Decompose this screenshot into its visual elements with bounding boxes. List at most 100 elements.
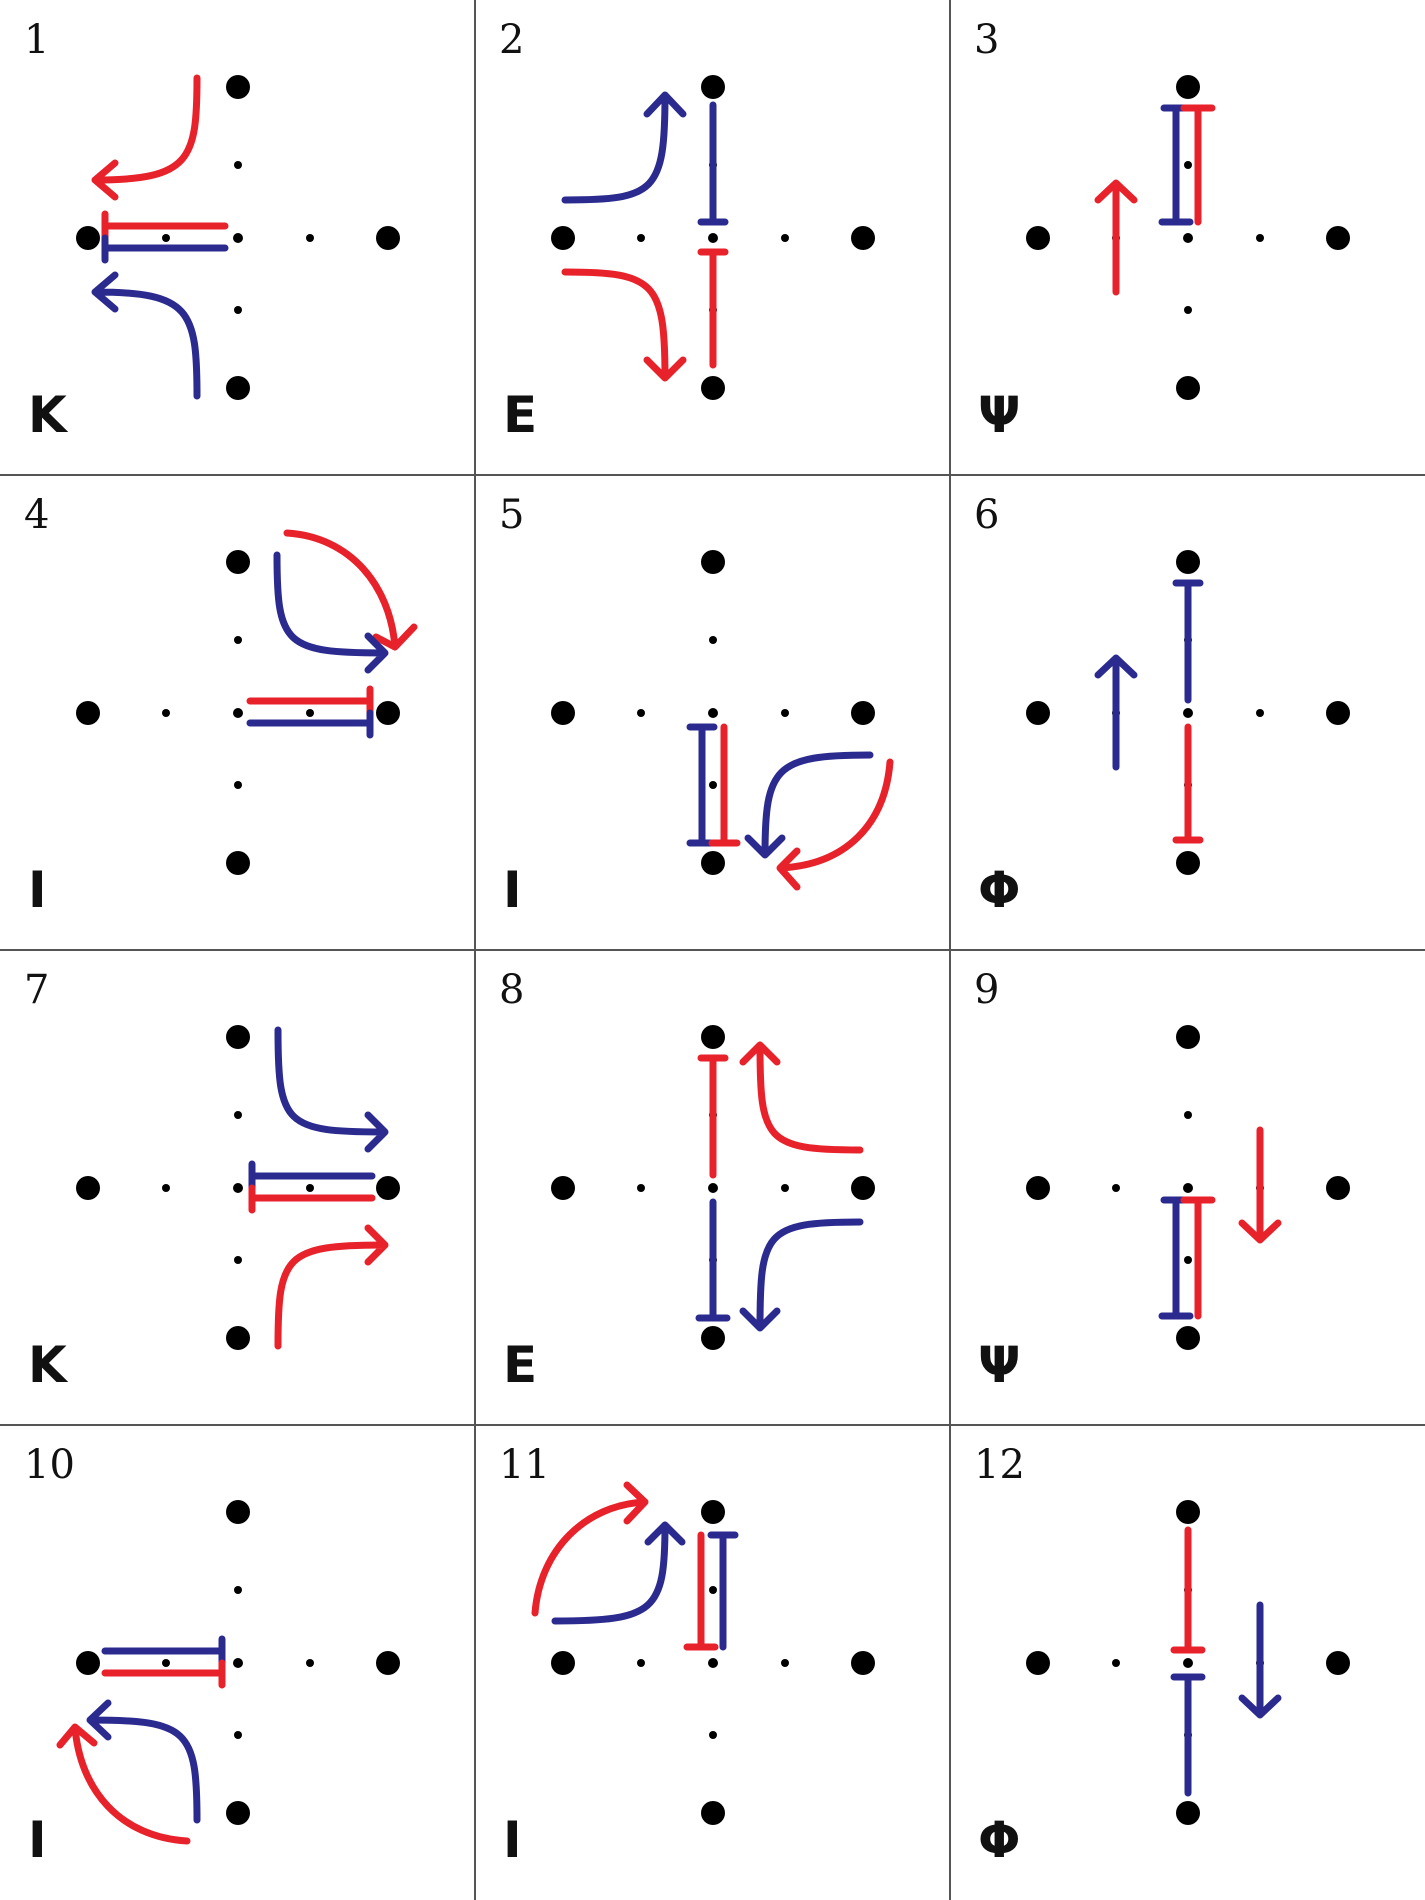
panel-7-number: 7 bbox=[24, 967, 50, 1013]
panel-3-letter: Ψ bbox=[978, 386, 1021, 444]
panel-11: 11 I bbox=[475, 1425, 950, 1900]
panel-1: 1 K bbox=[0, 0, 475, 475]
panel-9-number: 9 bbox=[974, 967, 1000, 1013]
panel-9: 9 Ψ bbox=[950, 950, 1425, 1425]
panel-3-red-inhibitor bbox=[1180, 104, 1216, 226]
panel-11-large-dots bbox=[551, 1500, 875, 1825]
panel-5: 5 I bbox=[475, 475, 950, 950]
panel-4-number: 4 bbox=[24, 492, 50, 538]
panel-6-number: 6 bbox=[974, 492, 1000, 538]
panel-3-red-arrow bbox=[1094, 179, 1138, 296]
panel-5-red-inhibitor bbox=[708, 723, 741, 847]
panel-6-letter: Φ bbox=[978, 861, 1021, 919]
panel-7: 7 K bbox=[0, 950, 475, 1425]
panel-11-blue-inhibitor bbox=[707, 1531, 739, 1651]
panel-5-small-dots bbox=[637, 636, 789, 789]
panel-6: 6 Φ bbox=[950, 475, 1425, 950]
panel-6-blue-inhibitor bbox=[1172, 579, 1204, 704]
panel-8-red-arrow bbox=[739, 1041, 864, 1154]
panel-9-drawing bbox=[1026, 1025, 1350, 1350]
panel-2-red-arrow bbox=[561, 268, 687, 382]
grid-line-horizontal-3 bbox=[0, 1424, 1425, 1426]
panel-5-large-dots bbox=[551, 550, 875, 875]
panel-10-red-arrow bbox=[56, 1723, 191, 1845]
panel-7-small-dots bbox=[162, 1111, 314, 1264]
panel-4-red-inhibitor bbox=[246, 685, 374, 717]
panel-2-number: 2 bbox=[499, 17, 525, 63]
panel-10-large-dots bbox=[76, 1500, 400, 1825]
panel-1-number: 1 bbox=[24, 17, 50, 63]
grid-line-horizontal-1 bbox=[0, 474, 1425, 476]
panel-9-letter: Ψ bbox=[978, 1336, 1021, 1394]
grid-line-horizontal-2 bbox=[0, 949, 1425, 951]
panel-1-blue-inhibitor bbox=[101, 234, 229, 264]
panel-6-blue-arrow bbox=[1094, 654, 1138, 771]
panel-4-drawing bbox=[76, 529, 418, 875]
panel-6-large-dots bbox=[1026, 550, 1350, 875]
panel-5-number: 5 bbox=[499, 492, 525, 538]
panel-2-blue-inhibitor bbox=[697, 101, 729, 226]
panel-7-drawing bbox=[76, 1025, 400, 1350]
panel-3-small-dots bbox=[1112, 161, 1264, 314]
panel-10-blue-arrow bbox=[86, 1699, 201, 1824]
panel-12-large-dots bbox=[1026, 1500, 1350, 1825]
panel-4-letter: I bbox=[28, 861, 47, 919]
panel-9-red-inhibitor bbox=[1180, 1196, 1216, 1320]
panel-6-drawing bbox=[1026, 550, 1350, 875]
panel-1-red-inhibitor bbox=[101, 210, 229, 242]
panel-5-letter: I bbox=[503, 861, 522, 919]
panel-12-number: 12 bbox=[974, 1442, 1025, 1488]
panel-2: 2 E bbox=[475, 0, 950, 475]
panel-10-red-inhibitor bbox=[101, 1659, 226, 1689]
panel-2-large-dots bbox=[551, 75, 875, 400]
panel-9-red-arrow bbox=[1238, 1126, 1282, 1244]
panel-9-large-dots bbox=[1026, 1025, 1350, 1350]
panel-4-large-dots bbox=[76, 550, 400, 875]
panel-9-small-dots bbox=[1112, 1111, 1264, 1264]
panel-2-drawing bbox=[551, 75, 875, 400]
panel-12-letter: Φ bbox=[978, 1811, 1021, 1869]
panel-10: 10 I bbox=[0, 1425, 475, 1900]
panel-5-blue-arrow bbox=[744, 751, 874, 859]
panel-8-letter: E bbox=[503, 1336, 538, 1394]
panel-7-red-inhibitor bbox=[248, 1184, 376, 1214]
panel-4-red-arrow bbox=[283, 529, 418, 651]
panel-11-red-arrow bbox=[531, 1481, 649, 1617]
panel-3-large-dots bbox=[1026, 75, 1350, 400]
panel-4-blue-inhibitor bbox=[246, 709, 374, 739]
panel-7-large-dots bbox=[76, 1025, 400, 1350]
panel-3: 3 Ψ bbox=[950, 0, 1425, 475]
panel-10-number: 10 bbox=[24, 1442, 75, 1488]
panel-2-blue-arrow bbox=[561, 91, 687, 204]
panel-7-letter: K bbox=[28, 1336, 67, 1394]
panel-11-blue-arrow bbox=[551, 1521, 686, 1625]
panel-11-red-inhibitor bbox=[683, 1531, 719, 1651]
panel-8-red-inhibitor bbox=[697, 1054, 729, 1179]
panel-1-drawing bbox=[76, 74, 400, 400]
panel-7-blue-inhibitor bbox=[248, 1160, 376, 1192]
panel-11-letter: I bbox=[503, 1811, 522, 1869]
panel-12-drawing bbox=[1026, 1500, 1350, 1825]
panel-4-blue-arrow bbox=[273, 551, 389, 674]
panel-7-blue-arrow bbox=[274, 1026, 389, 1153]
panel-12: 12 Φ bbox=[950, 1425, 1425, 1900]
panel-1-red-arrow bbox=[91, 74, 201, 201]
panel-3-drawing bbox=[1026, 75, 1350, 400]
panel-10-drawing bbox=[56, 1500, 400, 1845]
panel-4-small-dots bbox=[162, 636, 314, 789]
panel-7-red-arrow bbox=[274, 1224, 389, 1350]
panel-12-blue-arrow bbox=[1238, 1601, 1282, 1719]
panel-8-blue-inhibitor bbox=[695, 1198, 731, 1322]
panel-8-large-dots bbox=[551, 1025, 875, 1350]
panel-5-red-arrow bbox=[776, 758, 894, 891]
panel-1-small-dots bbox=[162, 161, 314, 314]
panel-2-red-inhibitor bbox=[697, 248, 729, 369]
panel-1-letter: K bbox=[28, 386, 67, 444]
panel-12-blue-inhibitor bbox=[1170, 1673, 1206, 1797]
panel-12-red-inhibitor bbox=[1170, 1526, 1206, 1654]
panel-11-number: 11 bbox=[499, 1442, 550, 1488]
panel-10-letter: I bbox=[28, 1811, 47, 1869]
panel-10-blue-inhibitor bbox=[101, 1635, 226, 1667]
panel-8-blue-arrow bbox=[739, 1218, 864, 1332]
